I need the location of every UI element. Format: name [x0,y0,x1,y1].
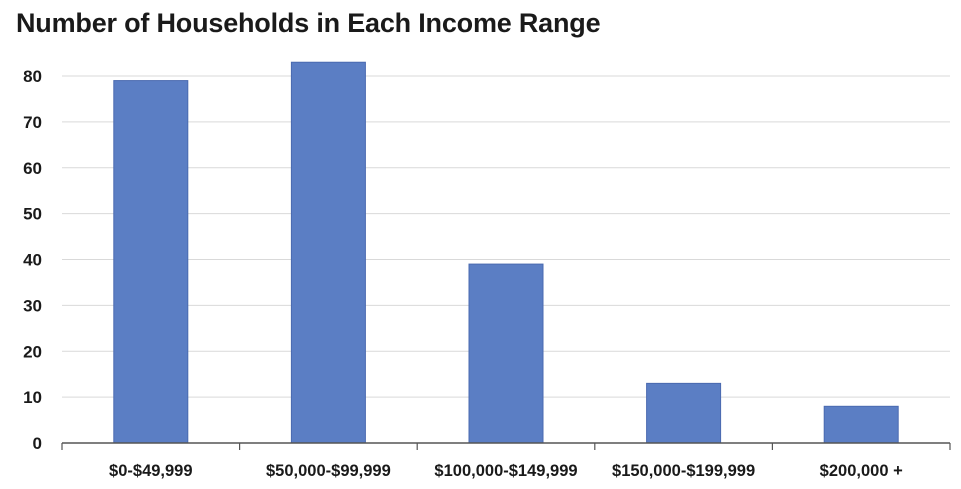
y-tick-label-40: 40 [23,251,42,270]
x-tick-label-0: $0-$49,999 [109,462,193,480]
bar-2 [468,263,544,444]
bar-1 [290,61,366,444]
y-tick-label-70: 70 [23,113,42,132]
y-tick-label-10: 10 [23,388,42,407]
x-tick-label-1: $50,000-$99,999 [266,462,391,480]
x-axis [61,442,951,450]
y-tick-label-50: 50 [23,205,42,224]
y-tick-label-0: 0 [33,434,42,453]
bar-3 [646,382,722,444]
y-tick-label-30: 30 [23,296,42,315]
x-tick-label-3: $150,000-$199,999 [612,462,755,480]
bar-0 [113,80,189,444]
x-tick-label-2: $100,000-$149,999 [434,462,577,480]
y-tick-labels: 0 10 20 30 40 50 60 70 80 [23,67,42,453]
x-tick-label-4: $200,000 + [820,462,903,480]
x-tick-labels: $0-$49,999 $50,000-$99,999 $100,000-$149,9… [109,462,903,480]
y-tick-label-80: 80 [23,67,42,86]
chart-title: Number of Households in Each Income Rang… [16,8,601,38]
bar-4 [823,405,899,444]
y-tick-label-60: 60 [23,159,42,178]
bars [113,61,899,444]
y-tick-label-20: 20 [23,342,42,361]
